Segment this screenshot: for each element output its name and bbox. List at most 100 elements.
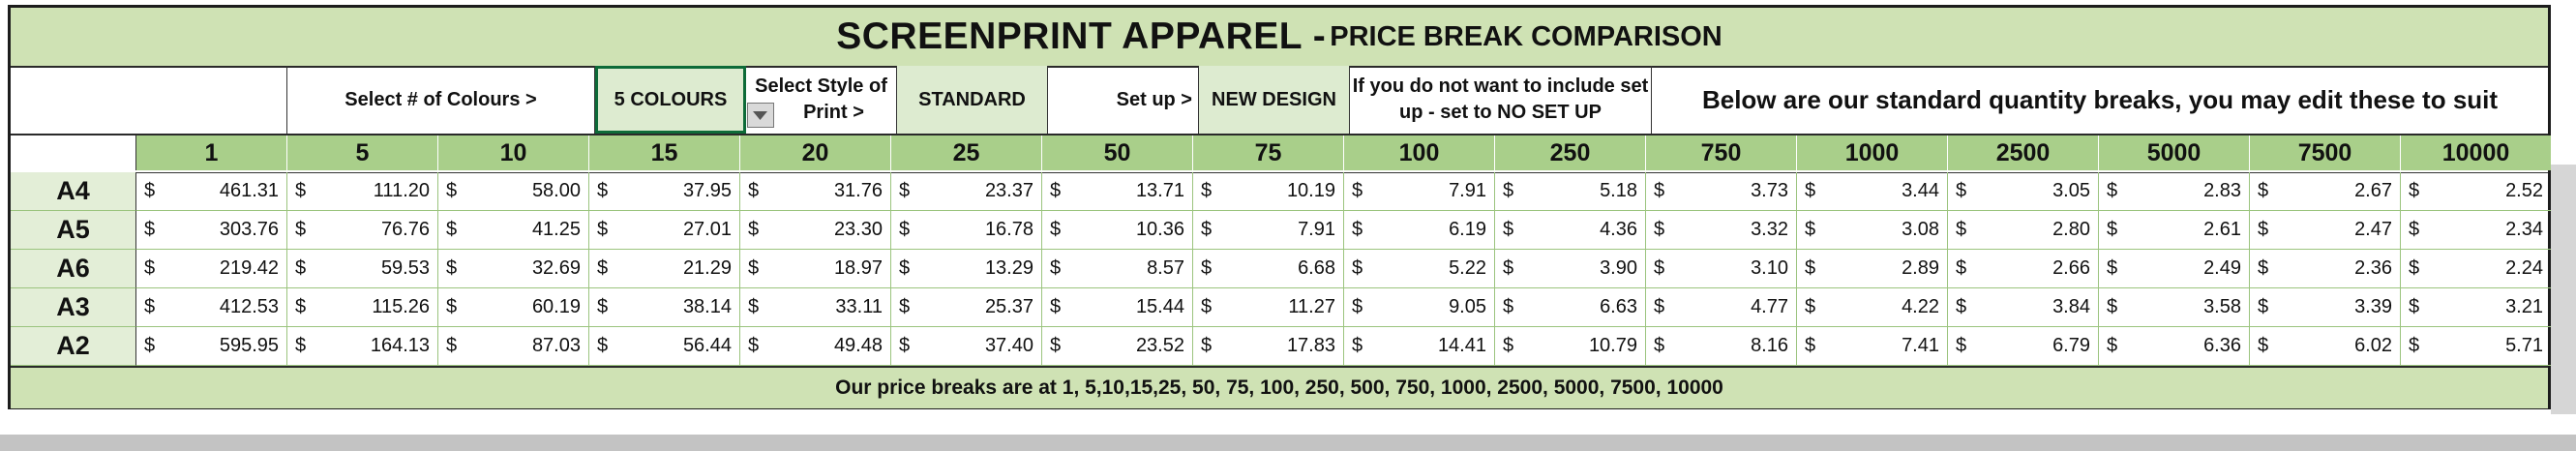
price-cell[interactable]: $8.16 bbox=[1646, 327, 1797, 366]
price-cell[interactable]: $6.02 bbox=[2250, 327, 2401, 366]
price-cell[interactable]: $6.36 bbox=[2099, 327, 2250, 366]
price-cell[interactable]: $3.58 bbox=[2099, 288, 2250, 327]
quantity-header[interactable]: 15 bbox=[589, 135, 740, 170]
price-cell[interactable]: $2.34 bbox=[2401, 211, 2552, 250]
price-cell[interactable]: $164.13 bbox=[287, 327, 438, 366]
price-cell[interactable]: $2.83 bbox=[2099, 172, 2250, 211]
dropdown-arrow-icon[interactable] bbox=[747, 103, 774, 128]
price-cell[interactable]: $8.57 bbox=[1042, 250, 1193, 288]
price-cell[interactable]: $7.91 bbox=[1193, 211, 1344, 250]
price-cell[interactable]: $2.89 bbox=[1797, 250, 1948, 288]
price-cell[interactable]: $49.48 bbox=[740, 327, 891, 366]
quantity-header[interactable]: 75 bbox=[1193, 135, 1344, 170]
price-cell[interactable]: $4.77 bbox=[1646, 288, 1797, 327]
price-cell[interactable]: $58.00 bbox=[438, 172, 589, 211]
price-cell[interactable]: $4.36 bbox=[1495, 211, 1646, 250]
price-cell[interactable]: $3.05 bbox=[1948, 172, 2099, 211]
price-cell[interactable]: $41.25 bbox=[438, 211, 589, 250]
price-cell[interactable]: $13.29 bbox=[891, 250, 1042, 288]
price-cell[interactable]: $3.39 bbox=[2250, 288, 2401, 327]
price-cell[interactable]: $6.63 bbox=[1495, 288, 1646, 327]
price-cell[interactable]: $219.42 bbox=[136, 250, 287, 288]
price-cell[interactable]: $115.26 bbox=[287, 288, 438, 327]
size-label[interactable]: A4 bbox=[11, 172, 136, 211]
price-cell[interactable]: $6.19 bbox=[1344, 211, 1495, 250]
price-cell[interactable]: $111.20 bbox=[287, 172, 438, 211]
price-cell[interactable]: $23.52 bbox=[1042, 327, 1193, 366]
price-cell[interactable]: $5.22 bbox=[1344, 250, 1495, 288]
price-cell[interactable]: $3.73 bbox=[1646, 172, 1797, 211]
price-cell[interactable]: $2.61 bbox=[2099, 211, 2250, 250]
price-cell[interactable]: $3.21 bbox=[2401, 288, 2552, 327]
price-cell[interactable]: $7.41 bbox=[1797, 327, 1948, 366]
price-cell[interactable]: $2.80 bbox=[1948, 211, 2099, 250]
price-cell[interactable]: $15.44 bbox=[1042, 288, 1193, 327]
price-cell[interactable]: $2.47 bbox=[2250, 211, 2401, 250]
quantity-header[interactable]: 2500 bbox=[1948, 135, 2099, 170]
price-cell[interactable]: $33.11 bbox=[740, 288, 891, 327]
price-cell[interactable]: $16.78 bbox=[891, 211, 1042, 250]
price-cell[interactable]: $37.40 bbox=[891, 327, 1042, 366]
quantity-header[interactable]: 100 bbox=[1344, 135, 1495, 170]
price-cell[interactable]: $17.83 bbox=[1193, 327, 1344, 366]
price-cell[interactable]: $10.36 bbox=[1042, 211, 1193, 250]
price-cell[interactable]: $2.67 bbox=[2250, 172, 2401, 211]
price-cell[interactable]: $412.53 bbox=[136, 288, 287, 327]
price-cell[interactable]: $18.97 bbox=[740, 250, 891, 288]
quantity-header[interactable]: 50 bbox=[1042, 135, 1193, 170]
price-cell[interactable]: $10.79 bbox=[1495, 327, 1646, 366]
blank-cell[interactable] bbox=[11, 66, 287, 134]
price-cell[interactable]: $2.52 bbox=[2401, 172, 2552, 211]
price-cell[interactable]: $13.71 bbox=[1042, 172, 1193, 211]
price-cell[interactable]: $31.76 bbox=[740, 172, 891, 211]
price-cell[interactable]: $3.90 bbox=[1495, 250, 1646, 288]
price-cell[interactable]: $38.14 bbox=[589, 288, 740, 327]
price-cell[interactable]: $60.19 bbox=[438, 288, 589, 327]
quantity-header[interactable]: 250 bbox=[1495, 135, 1646, 170]
quantity-header[interactable]: 7500 bbox=[2250, 135, 2401, 170]
price-cell[interactable]: $23.37 bbox=[891, 172, 1042, 211]
price-cell[interactable]: $14.41 bbox=[1344, 327, 1495, 366]
price-cell[interactable]: $4.22 bbox=[1797, 288, 1948, 327]
quantity-header[interactable]: 750 bbox=[1646, 135, 1797, 170]
price-cell[interactable]: $11.27 bbox=[1193, 288, 1344, 327]
quantity-header[interactable]: 10 bbox=[438, 135, 589, 170]
price-cell[interactable]: $32.69 bbox=[438, 250, 589, 288]
price-cell[interactable]: $25.37 bbox=[891, 288, 1042, 327]
price-cell[interactable]: $595.95 bbox=[136, 327, 287, 366]
price-cell[interactable]: $27.01 bbox=[589, 211, 740, 250]
price-cell[interactable]: $37.95 bbox=[589, 172, 740, 211]
size-label[interactable]: A6 bbox=[11, 250, 136, 288]
price-cell[interactable]: $9.05 bbox=[1344, 288, 1495, 327]
price-cell[interactable]: $461.31 bbox=[136, 172, 287, 211]
header-blank-cell[interactable] bbox=[11, 135, 136, 170]
price-cell[interactable]: $87.03 bbox=[438, 327, 589, 366]
price-cell[interactable]: $2.49 bbox=[2099, 250, 2250, 288]
price-cell[interactable]: $6.79 bbox=[1948, 327, 2099, 366]
price-cell[interactable]: $7.91 bbox=[1344, 172, 1495, 211]
price-cell[interactable]: $303.76 bbox=[136, 211, 287, 250]
price-cell[interactable]: $23.30 bbox=[740, 211, 891, 250]
price-cell[interactable]: $56.44 bbox=[589, 327, 740, 366]
price-cell[interactable]: $76.76 bbox=[287, 211, 438, 250]
quantity-header[interactable]: 1 bbox=[136, 135, 287, 170]
price-cell[interactable]: $2.24 bbox=[2401, 250, 2552, 288]
price-cell[interactable]: $2.36 bbox=[2250, 250, 2401, 288]
setup-select[interactable]: NEW DESIGN bbox=[1199, 66, 1350, 134]
colours-select[interactable]: 5 COLOURS bbox=[595, 66, 746, 134]
size-label[interactable]: A5 bbox=[11, 211, 136, 250]
quantity-header[interactable]: 20 bbox=[740, 135, 891, 170]
price-cell[interactable]: $5.18 bbox=[1495, 172, 1646, 211]
price-cell[interactable]: $21.29 bbox=[589, 250, 740, 288]
price-cell[interactable]: $10.19 bbox=[1193, 172, 1344, 211]
price-cell[interactable]: $3.44 bbox=[1797, 172, 1948, 211]
quantity-header[interactable]: 5000 bbox=[2099, 135, 2250, 170]
quantity-header[interactable]: 25 bbox=[891, 135, 1042, 170]
quantity-header[interactable]: 10000 bbox=[2401, 135, 2552, 170]
price-cell[interactable]: $59.53 bbox=[287, 250, 438, 288]
quantity-header[interactable]: 1000 bbox=[1797, 135, 1948, 170]
price-cell[interactable]: $6.68 bbox=[1193, 250, 1344, 288]
size-label[interactable]: A2 bbox=[11, 327, 136, 366]
price-cell[interactable]: $5.71 bbox=[2401, 327, 2552, 366]
price-cell[interactable]: $3.32 bbox=[1646, 211, 1797, 250]
